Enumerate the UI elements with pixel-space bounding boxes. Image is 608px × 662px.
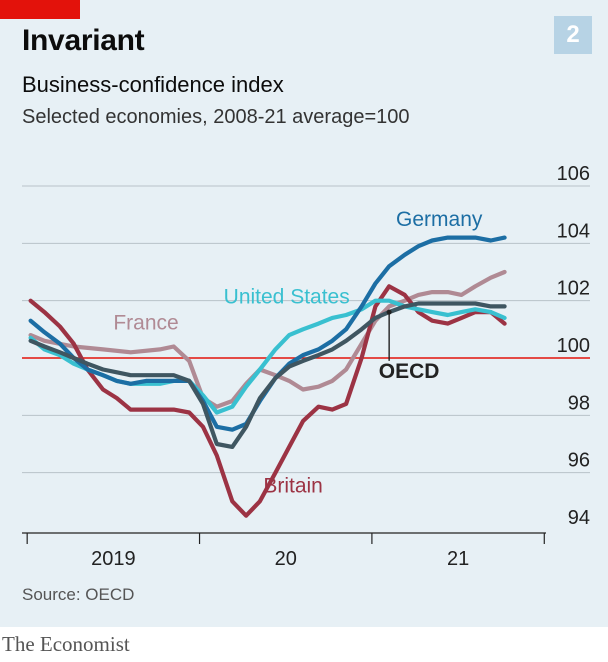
series-label-oecd: OECD [379, 360, 440, 383]
y-tick-label: 98 [568, 392, 590, 414]
chart-card: Invariant 2 Business-confidence index Se… [0, 0, 608, 627]
series-lines [28, 235, 507, 518]
chart-subtitle: Business-confidence index [22, 72, 284, 97]
y-tick-label: 104 [557, 220, 590, 242]
series-label-britain: Britain [263, 475, 323, 498]
series-line-britain [28, 284, 507, 518]
series-line-germany [28, 235, 507, 432]
y-tick-label: 102 [557, 278, 590, 300]
x-tick-label: 2019 [91, 548, 136, 570]
series-line-france [28, 269, 507, 409]
x-tick-label: 21 [447, 548, 469, 570]
series-line-united-states [28, 298, 507, 415]
chart-number-badge: 2 [554, 16, 592, 54]
series-labels: Germany United States France OECD Britain [113, 208, 483, 498]
series-line-oecd [28, 301, 507, 449]
series-label-germany: Germany [396, 208, 483, 231]
y-tick-label: 100 [557, 335, 590, 357]
y-tick-label: 94 [568, 507, 590, 529]
series-label-france: France [113, 311, 178, 334]
series-label-united-states: United States [224, 286, 350, 309]
source-note: Source: OECD [22, 585, 135, 604]
x-axis: 2019 20 21 [22, 532, 546, 570]
oecd-leader-dot [386, 309, 392, 315]
y-tick-label: 106 [557, 163, 590, 185]
x-tick-label: 20 [275, 548, 297, 570]
y-tick-label: 96 [568, 450, 590, 472]
chart-title: Invariant [22, 24, 145, 57]
publisher-brand: The Economist [2, 632, 130, 656]
y-axis-ticks: 94 96 98 100 102 104 106 [557, 163, 590, 529]
chart-note: Selected economies, 2008-21 average=100 [22, 106, 410, 128]
line-chart: 94 96 98 100 102 104 106 2019 20 21 Germany Unite… [22, 163, 590, 570]
brand-red-tab [0, 0, 80, 19]
